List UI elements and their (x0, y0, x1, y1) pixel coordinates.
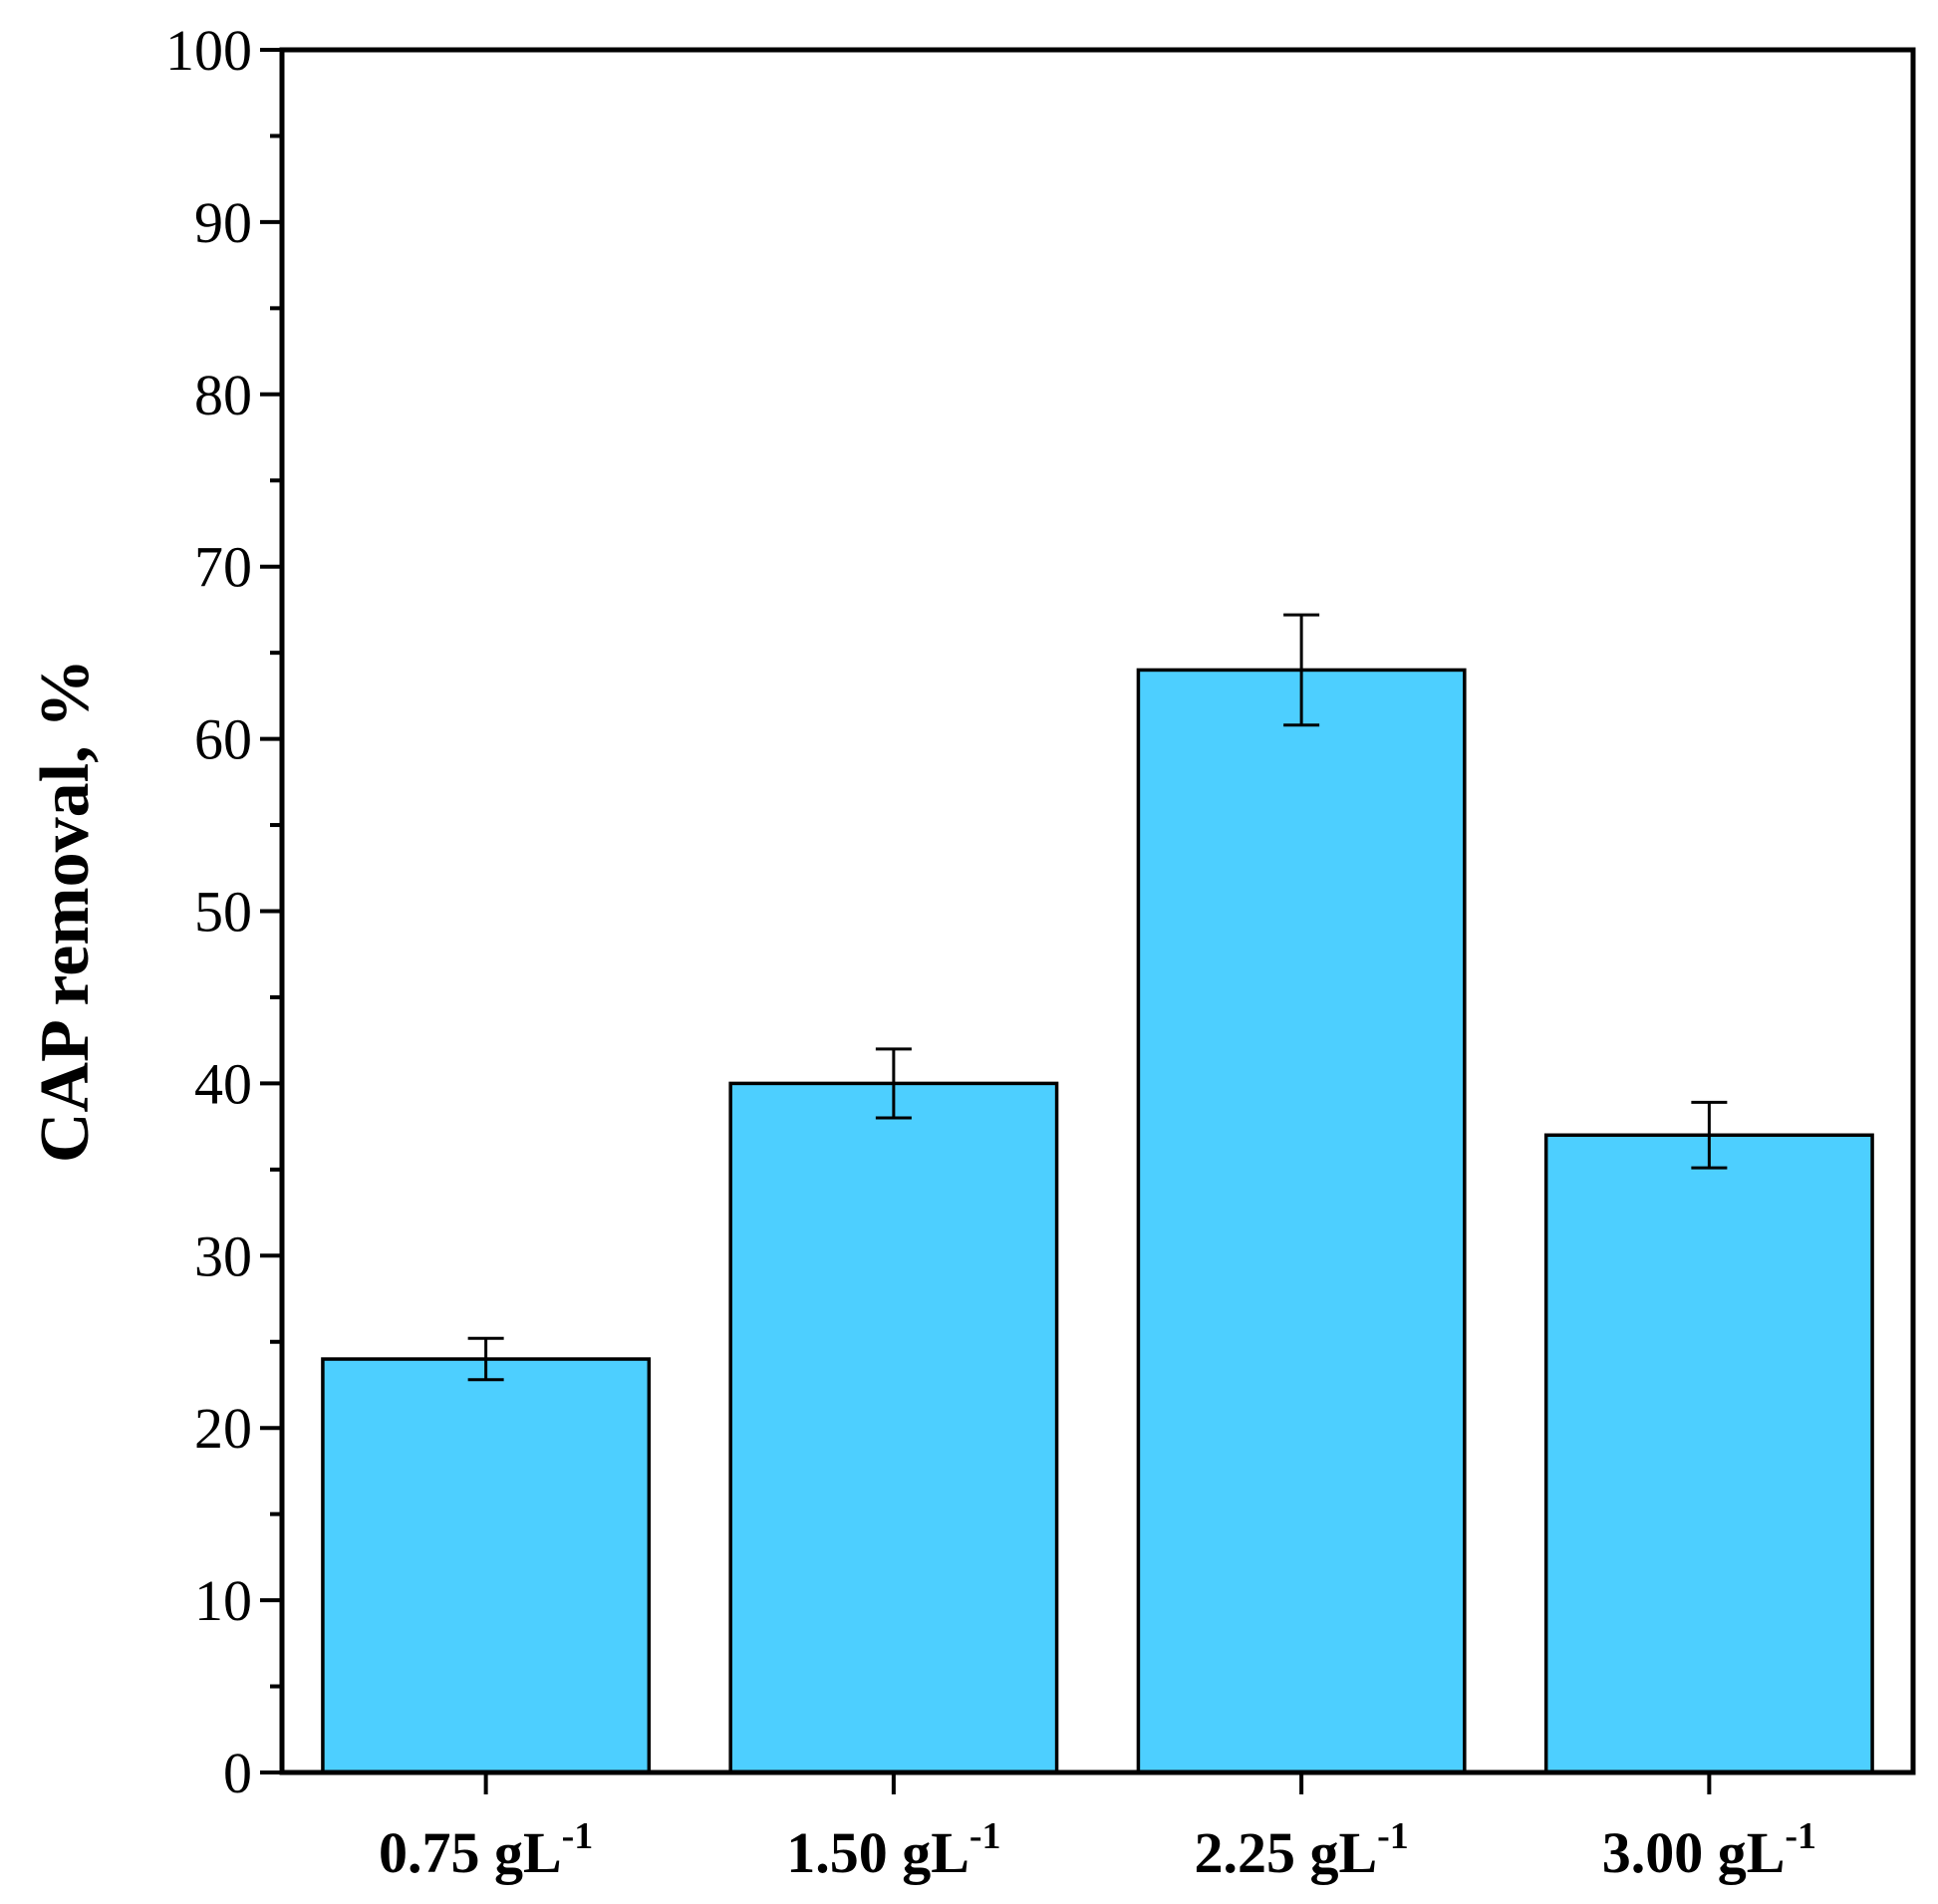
y-tick-label-0: 0 (223, 1741, 252, 1805)
bar-2 (728, 1081, 1059, 1774)
y-tick-label-40: 40 (194, 1051, 252, 1116)
bar-4 (1543, 1133, 1874, 1774)
x-tick-label-1: 0.75 gL-1 (379, 1815, 593, 1885)
y-axis-title: CAP removal, % (27, 659, 104, 1163)
plot-frame (279, 47, 1916, 1775)
bars (321, 668, 1874, 1774)
y-tick-label-70: 70 (194, 535, 252, 600)
bar-3 (1136, 668, 1467, 1774)
x-tick-label-2: 1.50 gL-1 (786, 1815, 1000, 1885)
x-tick-label-4: 3.00 gL-1 (1602, 1815, 1816, 1885)
y-axis-ticks: 0 10 20 30 40 50 60 70 80 90 100 (165, 18, 282, 1805)
x-axis-ticks: 0.75 gL-1 1.50 gL-1 2.25 gL-1 3.00 gL-1 (379, 1772, 1816, 1885)
y-tick-label-100: 100 (165, 18, 252, 83)
error-bars (467, 613, 1728, 1382)
error-bar-4 (1691, 1100, 1728, 1170)
y-tick-label-80: 80 (194, 363, 252, 427)
y-tick-label-30: 30 (194, 1224, 252, 1288)
error-bar-1 (467, 1336, 504, 1382)
x-tick-label-3: 2.25 gL-1 (1194, 1815, 1408, 1885)
bar-1 (321, 1357, 652, 1774)
y-tick-label-60: 60 (194, 707, 252, 772)
error-bar-2 (875, 1047, 912, 1120)
y-tick-label-90: 90 (194, 190, 252, 255)
y-tick-label-10: 10 (194, 1568, 252, 1633)
y-tick-label-50: 50 (194, 880, 252, 945)
y-tick-label-20: 20 (194, 1396, 252, 1461)
error-bar-3 (1283, 613, 1320, 727)
